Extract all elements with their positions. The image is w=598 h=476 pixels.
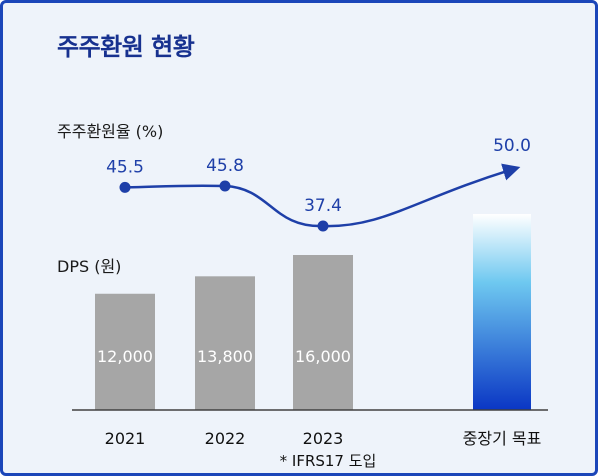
dps-value-label: 13,800 <box>197 347 253 366</box>
ifrs17-footnote: * IFRS17 도입 <box>280 452 377 470</box>
payout-ratio-point-2022 <box>219 180 231 192</box>
payout-ratio-point-2021 <box>119 181 131 193</box>
x-tick-label: 중장기 목표 <box>463 429 542 448</box>
dps-bar-2021 <box>95 293 155 410</box>
x-tick-label: 2022 <box>205 429 246 448</box>
payout-ratio-point-2023 <box>317 220 329 232</box>
x-tick-label: 2021 <box>105 429 146 448</box>
payout-ratio-label: 45.8 <box>206 156 244 176</box>
payout-ratio-label: 45.5 <box>106 157 144 177</box>
dps-bar-2023 <box>293 255 353 410</box>
dps-value-label: 12,000 <box>97 347 153 366</box>
x-tick-label: 2023 <box>303 429 344 448</box>
payout-ratio-line <box>124 163 521 228</box>
dps-value-label: 16,000 <box>295 347 351 366</box>
page-title: 주주환원 현황 <box>57 33 195 61</box>
bar-axis-label: DPS (원) <box>57 257 122 276</box>
payout-ratio-label: 37.4 <box>304 196 342 216</box>
target-bar <box>473 214 531 410</box>
payout-ratio-label: 50.0 <box>493 136 531 156</box>
dps-bar-2022 <box>195 276 255 410</box>
line-axis-label: 주주환원율 (%) <box>57 122 164 141</box>
